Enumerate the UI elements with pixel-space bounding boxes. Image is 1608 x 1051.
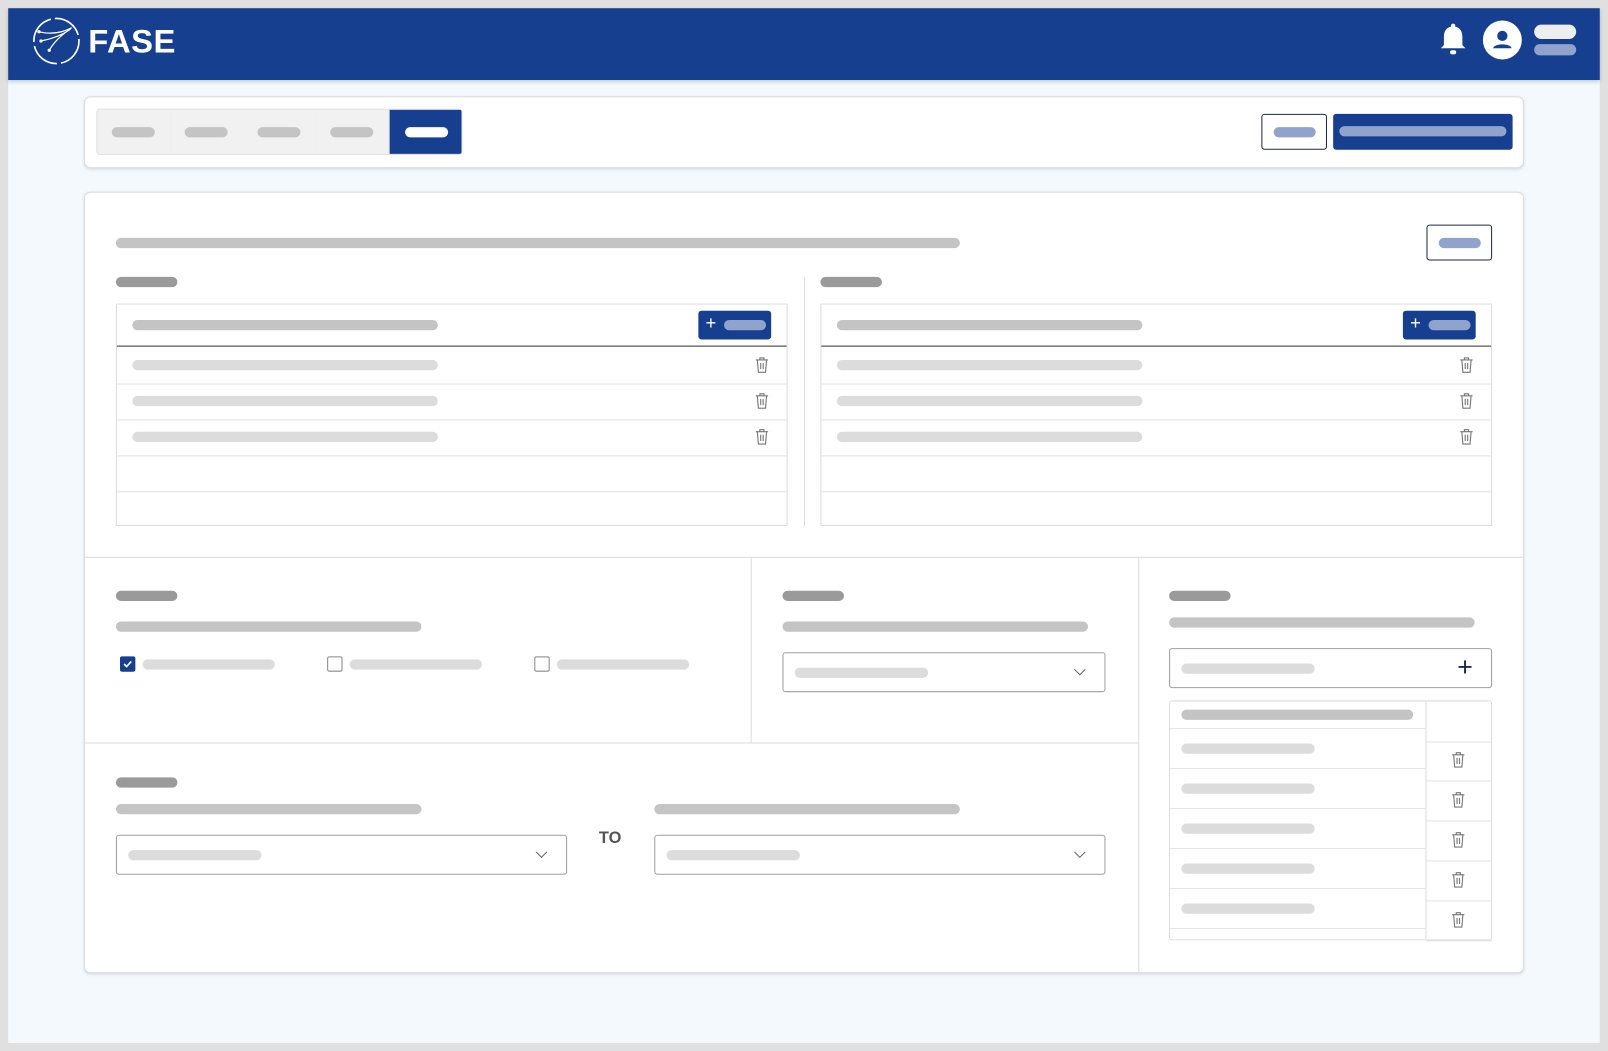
checkbox-1-label xyxy=(142,659,275,670)
dropdown-select[interactable] xyxy=(782,652,1106,693)
row-action-cell xyxy=(1426,901,1493,942)
checkbox-3[interactable] xyxy=(534,656,550,672)
primary-button[interactable] xyxy=(1333,113,1513,150)
main-card: + + xyxy=(84,191,1524,974)
left-list-table: + xyxy=(115,303,788,527)
table-row-empty xyxy=(821,455,1492,493)
tab-3[interactable] xyxy=(243,109,317,154)
divider xyxy=(803,276,806,527)
toolbar-card xyxy=(84,96,1524,169)
section-title-placeholder xyxy=(115,237,960,249)
tag-list-description xyxy=(1169,617,1475,628)
tag-list-label xyxy=(1169,590,1231,601)
table-header: + xyxy=(116,305,787,347)
trash-icon[interactable] xyxy=(1451,832,1465,848)
range-label xyxy=(115,777,178,788)
trash-icon[interactable] xyxy=(1451,792,1465,808)
plus-icon: + xyxy=(705,312,717,334)
table-header xyxy=(1170,701,1426,730)
table-row xyxy=(1170,889,1426,930)
select-description xyxy=(782,621,1089,632)
trash-icon[interactable] xyxy=(1459,357,1473,373)
range-to-select[interactable] xyxy=(654,834,1106,875)
chevron-down-icon xyxy=(535,846,548,858)
checkbox-2-label xyxy=(349,659,482,670)
row-action-cell xyxy=(1426,861,1493,902)
table-row xyxy=(821,348,1492,385)
checkbox-2[interactable] xyxy=(327,656,343,672)
table-row xyxy=(1170,809,1426,850)
range-from-label xyxy=(115,803,422,815)
user-role-placeholder xyxy=(1534,44,1577,56)
select-label xyxy=(782,590,844,601)
range-to-label xyxy=(654,803,960,815)
brand-name: FASE xyxy=(88,22,176,60)
divider xyxy=(85,742,1139,744)
right-list-label xyxy=(820,276,882,288)
trash-icon[interactable] xyxy=(1451,872,1465,888)
trash-icon[interactable] xyxy=(755,429,769,445)
trash-icon[interactable] xyxy=(1451,912,1465,928)
row-action-cell xyxy=(1426,741,1493,782)
table-row xyxy=(116,384,787,421)
plus-icon: + xyxy=(1410,312,1421,334)
checkbox-3-label xyxy=(556,659,690,670)
table-row xyxy=(1170,729,1426,770)
checkbox-group-description xyxy=(115,621,422,632)
tab-4[interactable] xyxy=(315,109,390,154)
trash-icon[interactable] xyxy=(1459,393,1473,409)
tab-group xyxy=(96,108,463,155)
user-name-placeholder[interactable] xyxy=(1534,24,1577,39)
checkbox-group-label xyxy=(115,590,178,601)
tab-2[interactable] xyxy=(170,109,245,154)
trash-icon[interactable] xyxy=(1451,752,1465,768)
checkbox-1[interactable] xyxy=(119,656,136,672)
row-action-cell xyxy=(1426,781,1493,822)
divider xyxy=(750,556,752,743)
table-row xyxy=(1170,849,1426,890)
left-list-label xyxy=(115,276,178,288)
tag-input[interactable]: + xyxy=(1169,648,1493,689)
tab-1[interactable] xyxy=(97,109,172,154)
tag-list-table xyxy=(1169,700,1493,942)
table-row xyxy=(821,384,1492,421)
tab-5-active[interactable] xyxy=(389,109,462,154)
chevron-down-icon xyxy=(1074,663,1086,676)
right-list-table: + xyxy=(820,303,1493,527)
user-avatar-icon[interactable] xyxy=(1482,19,1523,60)
chevron-down-icon xyxy=(1074,846,1086,858)
table-row xyxy=(116,419,787,457)
bell-icon[interactable] xyxy=(1438,21,1469,58)
add-button[interactable]: + xyxy=(1402,310,1476,340)
table-row xyxy=(1170,769,1426,810)
table-row xyxy=(821,419,1492,457)
divider xyxy=(1138,556,1140,973)
table-header: + xyxy=(821,305,1492,347)
divider xyxy=(85,556,1523,558)
logo-icon[interactable] xyxy=(31,15,82,66)
range-from-select[interactable] xyxy=(115,834,568,875)
trash-icon[interactable] xyxy=(755,393,769,409)
secondary-button[interactable] xyxy=(1261,113,1327,150)
trash-icon[interactable] xyxy=(755,357,769,373)
trash-icon[interactable] xyxy=(1459,429,1473,445)
table-row xyxy=(116,348,787,385)
row-action-cell xyxy=(1426,821,1493,862)
app-header: FASE xyxy=(8,8,1600,80)
section-action-button[interactable] xyxy=(1426,224,1493,261)
range-separator: TO xyxy=(598,829,622,848)
plus-icon[interactable]: + xyxy=(1457,651,1473,682)
add-button[interactable]: + xyxy=(698,310,772,340)
checkmark-icon xyxy=(123,660,132,668)
table-row-empty xyxy=(116,455,787,493)
